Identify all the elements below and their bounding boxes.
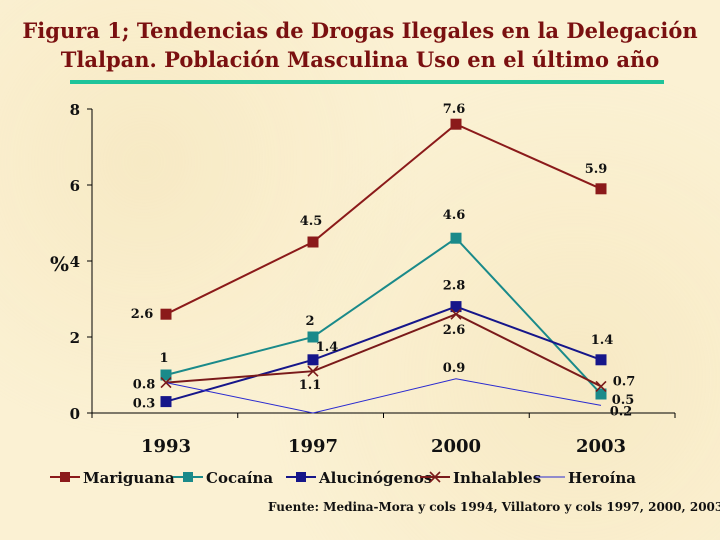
chart-title-line-1: Figura 1; Tendencias de Drogas Ilegales … bbox=[22, 18, 698, 43]
legend-label: Inhalables bbox=[453, 469, 541, 487]
data-label: 0.8 bbox=[133, 378, 156, 393]
data-label: 2.6 bbox=[131, 307, 154, 322]
legend-swatch-marker bbox=[429, 471, 441, 483]
legend-label: Alucinógenos bbox=[318, 469, 432, 487]
data-point bbox=[307, 236, 319, 248]
data-label: 1.4 bbox=[591, 333, 614, 348]
data-point bbox=[160, 308, 172, 320]
data-point bbox=[595, 380, 607, 392]
data-label: 1.1 bbox=[299, 378, 322, 393]
chart-title-line-2: Tlalpan. Población Masculina Uso en el ú… bbox=[60, 47, 660, 72]
x-tick-label: 1993 bbox=[141, 436, 191, 457]
data-point bbox=[307, 354, 319, 366]
data-label: 4.6 bbox=[443, 208, 466, 223]
data-point bbox=[595, 388, 607, 400]
data-label: 1 bbox=[159, 351, 168, 366]
legend-label: Mariguana bbox=[83, 469, 175, 487]
data-point bbox=[450, 301, 462, 313]
x-tick-label: 2003 bbox=[576, 436, 626, 457]
title-underline bbox=[70, 80, 664, 84]
series-line-Inhalables bbox=[165, 313, 602, 388]
x-tick-label: 2000 bbox=[431, 436, 481, 457]
data-label: 2 bbox=[305, 314, 314, 329]
legend-swatch-marker bbox=[60, 472, 70, 482]
series-line-Heroína bbox=[165, 378, 602, 414]
data-label: 7.6 bbox=[443, 102, 466, 117]
data-point bbox=[160, 369, 172, 381]
data-point bbox=[160, 377, 172, 389]
chart-title: Figura 1; Tendencias de Drogas Ilegales … bbox=[0, 16, 720, 74]
y-tick-label: 2 bbox=[70, 329, 80, 347]
data-point bbox=[450, 232, 462, 244]
data-point bbox=[307, 331, 319, 343]
source-note: Fuente: Medina-Mora y cols 1994, Villato… bbox=[268, 500, 720, 514]
series-line-Cocaína bbox=[165, 236, 602, 395]
data-label: 5.9 bbox=[585, 162, 608, 177]
y-axis-label: % bbox=[50, 252, 69, 276]
series-line-Mariguana bbox=[165, 123, 602, 316]
data-point bbox=[307, 365, 319, 377]
y-tick-label: 6 bbox=[70, 177, 80, 195]
data-point bbox=[160, 396, 172, 408]
data-label: 0.9 bbox=[443, 361, 466, 376]
series-line-Alucinógenos bbox=[165, 305, 602, 403]
data-label: 2.6 bbox=[443, 323, 466, 338]
legend-label: Cocaína bbox=[206, 469, 273, 487]
data-label: 2.8 bbox=[443, 279, 466, 294]
data-label: 0.7 bbox=[613, 374, 636, 389]
y-tick-label: 4 bbox=[70, 253, 80, 271]
legend-swatch-marker bbox=[296, 472, 306, 482]
data-label: 4.5 bbox=[300, 214, 323, 229]
data-label: 0.5 bbox=[612, 393, 635, 408]
data-point bbox=[595, 183, 607, 195]
data-point bbox=[595, 354, 607, 366]
data-label: 1.4 bbox=[316, 340, 339, 355]
data-point bbox=[450, 308, 462, 320]
legend-label: Heroína bbox=[568, 469, 636, 487]
legend-swatch-marker bbox=[183, 472, 193, 482]
data-point bbox=[450, 118, 462, 130]
y-tick-label: 0 bbox=[70, 405, 80, 423]
x-tick-label: 1997 bbox=[288, 436, 338, 457]
data-label: 0.3 bbox=[133, 397, 156, 412]
data-label: 0.2 bbox=[610, 404, 633, 419]
y-tick-label: 8 bbox=[70, 101, 80, 119]
